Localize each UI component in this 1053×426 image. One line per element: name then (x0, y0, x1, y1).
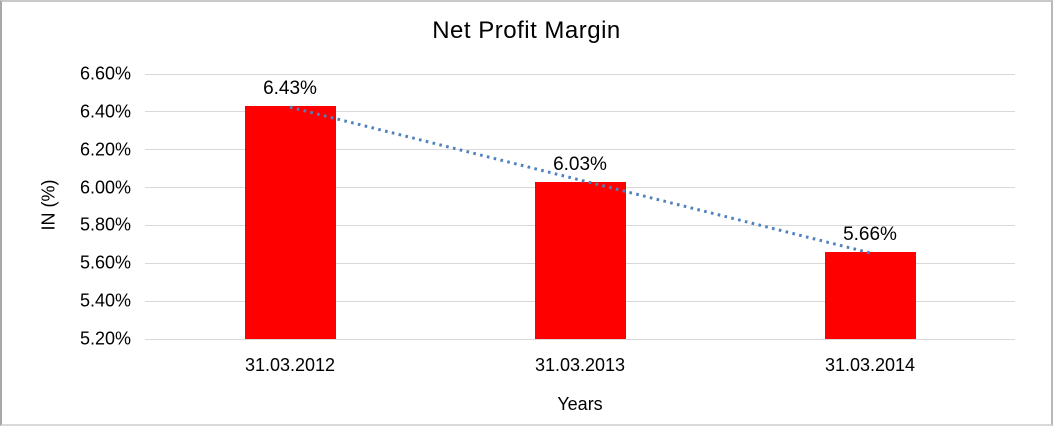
data-label: 6.43% (263, 78, 317, 100)
x-axis-tick-label: 31.03.2014 (824, 355, 916, 375)
gridline (145, 73, 1015, 75)
bar (534, 181, 626, 339)
y-axis-tick-label: 5.20% (79, 328, 131, 349)
y-axis-tick-label: 6.60% (79, 63, 131, 84)
y-axis-tick-label: 5.60% (79, 252, 131, 273)
x-axis-title: Years (557, 394, 603, 414)
x-axis-tick-label: 31.03.2012 (244, 355, 336, 375)
data-label: 5.66% (843, 223, 897, 245)
y-axis-tick-label: 6.20% (79, 139, 131, 160)
y-axis-tick-label: 5.40% (79, 290, 131, 311)
gridline (145, 338, 1015, 340)
y-axis-tick-label: 6.40% (79, 101, 131, 122)
bar (244, 106, 336, 339)
y-axis-tick-label: 6.00% (79, 177, 131, 198)
y-axis-tick-label: 5.80% (79, 214, 131, 235)
x-axis-tick-label: 31.03.2013 (534, 355, 626, 375)
chart-title: Net Profit Margin (432, 17, 621, 44)
bar (824, 251, 916, 339)
data-label: 6.03% (553, 153, 607, 175)
